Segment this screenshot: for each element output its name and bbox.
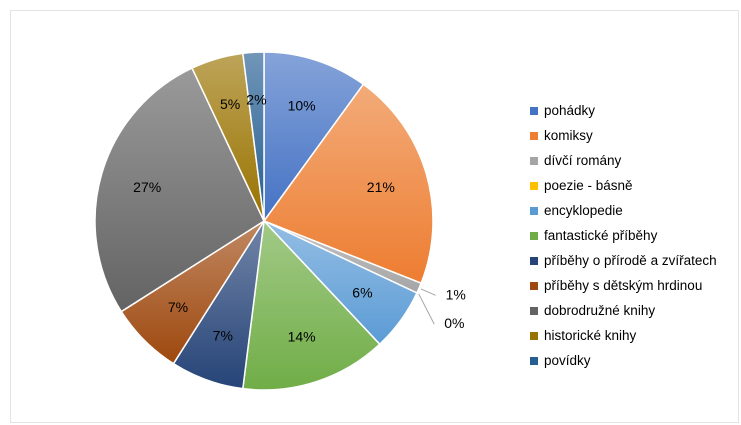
legend-item-divci-romany: dívčí romány <box>530 148 717 173</box>
legend-label-pohadky: pohádky <box>544 103 596 118</box>
pie-slice-dobrodruzne-knihy <box>94 67 265 313</box>
legend-label-poezie-basne: poezie - básně <box>544 178 633 193</box>
legend-swatch-historicke-knihy <box>530 331 538 340</box>
pie-slice-povidky <box>241 51 265 222</box>
data-label-povidky: 2% <box>246 92 266 108</box>
pie-chart: 10% 21% 1% 0% 6% 14% 7% 7% 27% 5% 2% <box>94 51 466 391</box>
legend-swatch-encyklopedie <box>530 206 538 215</box>
data-label-pribehy-o-prirode-a-zviratech: 7% <box>213 328 233 344</box>
data-label-pribehy-s-detskym-hrdinou: 7% <box>168 299 188 315</box>
legend-swatch-pribehy-o-prirode-a-zviratech <box>530 256 538 265</box>
legend-swatch-povidky <box>530 356 538 365</box>
legend-item-pribehy-o-prirode-a-zviratech: příběhy o přírodě a zvířatech <box>530 248 717 273</box>
legend-item-pribehy-s-detskym-hrdinou: příběhy s dětským hrdinou <box>530 273 717 298</box>
pie-slice-pohadky <box>263 51 365 224</box>
pie-slice-komiksy <box>262 83 434 285</box>
leader-line-divci-romany <box>420 288 436 296</box>
legend-swatch-fantasticke-pribehy <box>530 231 538 240</box>
data-label-komiksy: 21% <box>367 179 395 195</box>
legend-item-pohadky: pohádky <box>530 98 717 123</box>
legend-item-komiksy: komiksy <box>530 123 717 148</box>
legend-label-encyklopedie: encyklopedie <box>544 203 623 218</box>
legend-item-historicke-knihy: historické knihy <box>530 323 717 348</box>
leader-lines <box>418 288 436 325</box>
legend-swatch-poezie-basne <box>530 181 538 190</box>
data-label-encyklopedie: 6% <box>352 285 372 301</box>
pie-slices <box>94 51 434 391</box>
data-label-pohadky: 10% <box>288 97 316 113</box>
chart-legend: pohádky komiksy dívčí romány poezie - básně… <box>530 98 717 373</box>
legend-item-poezie-basne: poezie - básně <box>530 173 717 198</box>
data-labels: 10% 21% 1% 0% 6% 14% 7% 7% 27% 5% 2% <box>133 92 466 345</box>
legend-swatch-divci-romany <box>530 156 538 165</box>
legend-item-fantasticke-pribehy: fantastické příběhy <box>530 223 717 248</box>
data-label-historicke-knihy: 5% <box>220 96 240 112</box>
legend-item-dobrodruzne-knihy: dobrodružné knihy <box>530 298 717 323</box>
legend-label-fantasticke-pribehy: fantastické příběhy <box>544 228 658 243</box>
legend-label-pribehy-s-detskym-hrdinou: příběhy s dětským hrdinou <box>544 278 703 293</box>
data-label-fantasticke-pribehy: 14% <box>288 329 316 345</box>
legend-swatch-dobrodruzne-knihy <box>530 306 538 315</box>
pie-slice-fantasticke-pribehy <box>241 219 381 391</box>
data-label-dobrodruzne-knihy: 27% <box>133 179 161 195</box>
legend-label-povidky: povídky <box>544 353 591 368</box>
legend-swatch-pribehy-s-detskym-hrdinou <box>530 281 538 290</box>
chart-frame: 10% 21% 1% 0% 6% 14% 7% 7% 27% 5% 2% pohádky komiks… <box>10 10 739 423</box>
legend-swatch-pohadky <box>530 106 538 115</box>
legend-swatch-komiksy <box>530 131 538 140</box>
legend-item-povidky: povídky <box>530 348 717 373</box>
data-label-divci-romany: 1% <box>446 286 466 302</box>
leader-line-poezie-basne <box>418 293 435 325</box>
legend-label-divci-romany: dívčí romány <box>544 153 622 168</box>
data-label-poezie-basne: 0% <box>444 315 464 331</box>
legend-label-historicke-knihy: historické knihy <box>544 328 637 343</box>
legend-label-komiksy: komiksy <box>544 128 593 143</box>
legend-item-encyklopedie: encyklopedie <box>530 198 717 223</box>
legend-label-pribehy-o-prirode-a-zviratech: příběhy o přírodě a zvířatech <box>544 253 717 268</box>
legend-label-dobrodruzne-knihy: dobrodružné knihy <box>544 303 656 318</box>
